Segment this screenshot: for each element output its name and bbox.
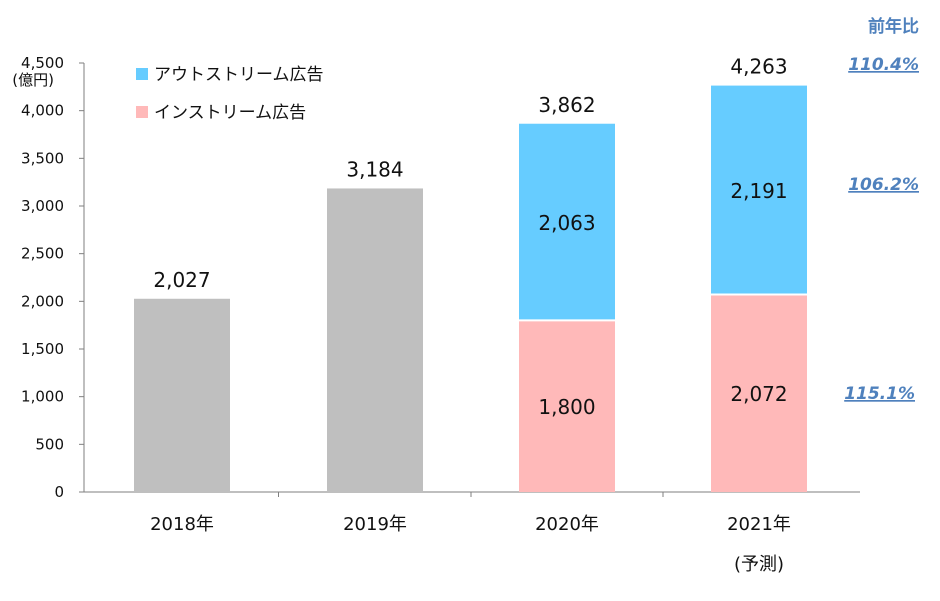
y-tick-label: 500 [35,435,64,453]
y-tick-label: 3,500 [21,149,64,167]
axes: 0 500 1,000 1,500 2,000 2,500 3,000 3,500 4,000 4… [12,54,860,575]
x-category-label: 2018年 [150,514,214,535]
y-tick-label: 1,500 [21,340,64,358]
yoy-title: 前年比 [868,16,919,37]
outstream-value-label: 2,063 [538,211,595,235]
legend-label: インストリーム広告 [154,103,306,123]
yoy-instream: 115.1% [844,384,915,404]
y-tick-label: 2,500 [21,245,64,263]
y-tick-label: 2,000 [21,292,64,310]
y-tick-label: 0 [54,483,64,501]
x-category-label: 2019年 [343,514,407,535]
instream-value-label: 1,800 [538,395,595,419]
y-tick-label: 1,000 [21,388,64,406]
bar-total [134,298,230,492]
total-value-label: 2,027 [153,268,210,292]
total-value-label: 4,263 [730,55,787,79]
legend-label: アウトストリーム広告 [154,65,324,85]
x-category-note: (予測) [734,554,784,575]
bar-instream [711,294,807,492]
x-category-label: 2021年 [727,514,791,535]
bar-total [327,188,423,492]
instream-value-label: 2,072 [730,382,787,406]
y-unit-label: (億円) [12,71,54,89]
bar-outstream [711,85,807,295]
y-tick-label: 4,500 [21,54,64,72]
x-category-label: 2020年 [535,514,599,535]
legend-swatch [136,68,148,80]
legend-swatch [136,106,148,118]
bar-instream [519,320,615,492]
yoy-total: 110.4% [848,55,919,75]
y-tick-label: 3,000 [21,197,64,215]
yoy-outstream: 106.2% [848,175,919,195]
outstream-value-label: 2,191 [730,179,787,203]
total-value-label: 3,862 [538,93,595,117]
yoy-panel: 前年比 110.4% 106.2% 115.1% [844,16,919,404]
bars [134,85,807,492]
data-labels: 2,027 3,184 1,800 2,063 3,862 2,072 2,191 4,263 [153,55,787,420]
total-value-label: 3,184 [346,157,403,181]
y-tick-label: 4,000 [21,102,64,120]
bar-outstream [519,123,615,321]
